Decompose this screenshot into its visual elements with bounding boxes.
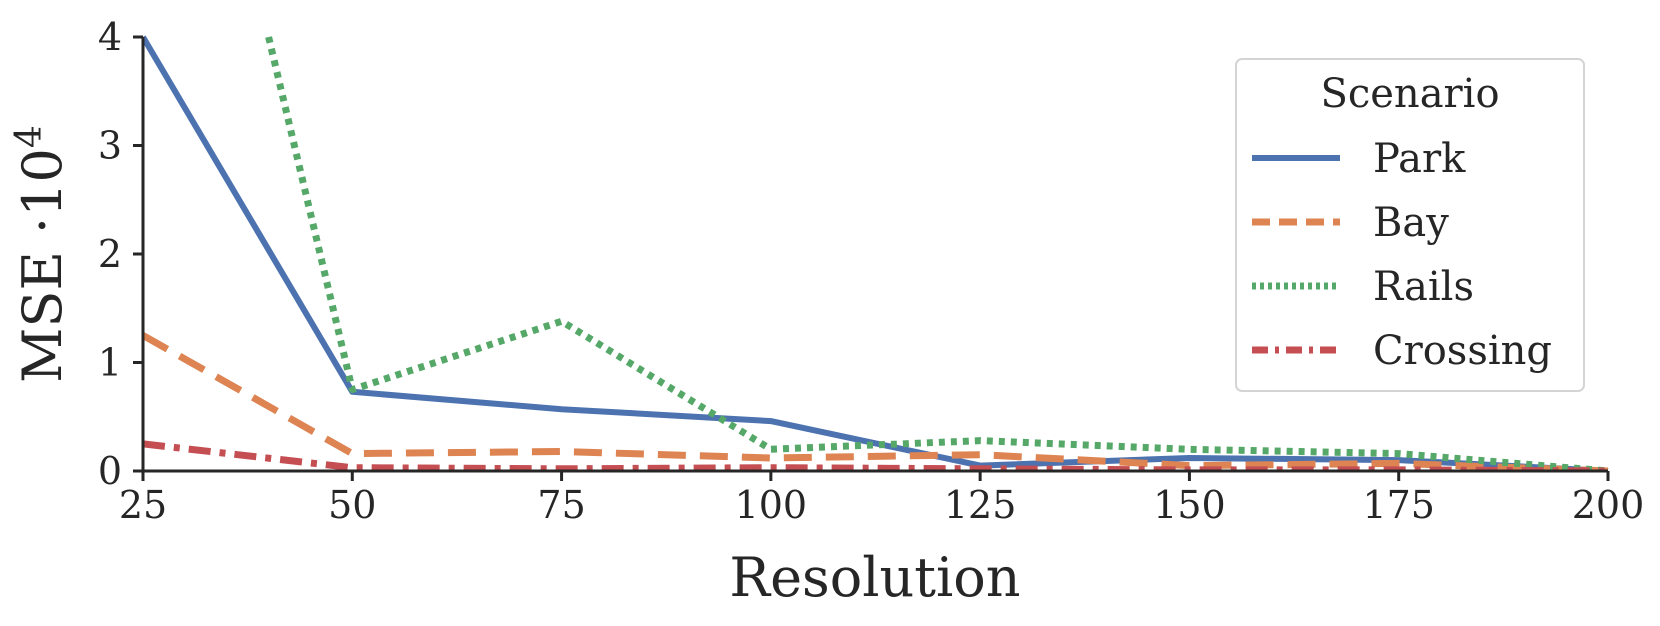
legend-label-bay: Bay xyxy=(1373,200,1449,246)
legend-label-rails: Rails xyxy=(1373,264,1474,310)
x-tick-label: 50 xyxy=(328,483,376,527)
series-line-rails xyxy=(265,36,1609,471)
ticks: 25 50 75 100 125 150 175 200 0 1 2 3 4 xyxy=(98,15,1644,527)
x-tick-label: 100 xyxy=(735,483,808,527)
x-axis-title: Resolution xyxy=(729,546,1020,609)
y-tick-label: 2 xyxy=(98,232,122,276)
y-axis-title-text: MSE ·10 xyxy=(11,148,74,383)
legend-label-park: Park xyxy=(1373,136,1466,182)
series-line-park xyxy=(143,35,1609,471)
x-tick-label: 125 xyxy=(944,483,1017,527)
series-line-crossing xyxy=(143,440,1609,471)
y-tick-label: 1 xyxy=(98,341,122,385)
x-tick-label: 175 xyxy=(1362,483,1435,527)
y-tick-label: 0 xyxy=(98,449,122,493)
series-line-bay xyxy=(143,332,1609,471)
y-tick-label: 4 xyxy=(98,15,122,59)
legend-items: Park Bay Rails Crossing xyxy=(1252,136,1552,374)
x-tick-label: 150 xyxy=(1153,483,1226,527)
y-axis-title: MSE ·104 xyxy=(9,125,74,383)
y-axis-title-exponent: 4 xyxy=(9,125,50,148)
legend-label-crossing: Crossing xyxy=(1373,328,1552,374)
legend-box xyxy=(1235,58,1585,392)
legend-title: Scenario xyxy=(1320,71,1499,117)
y-tick-label: 3 xyxy=(98,124,122,168)
x-tick-label: 25 xyxy=(119,483,167,527)
legend: Scenario Park Bay Rails Crossing xyxy=(1235,58,1585,392)
x-tick-label: 75 xyxy=(537,483,585,527)
x-tick-label: 200 xyxy=(1572,483,1645,527)
series-layer xyxy=(143,35,1609,471)
